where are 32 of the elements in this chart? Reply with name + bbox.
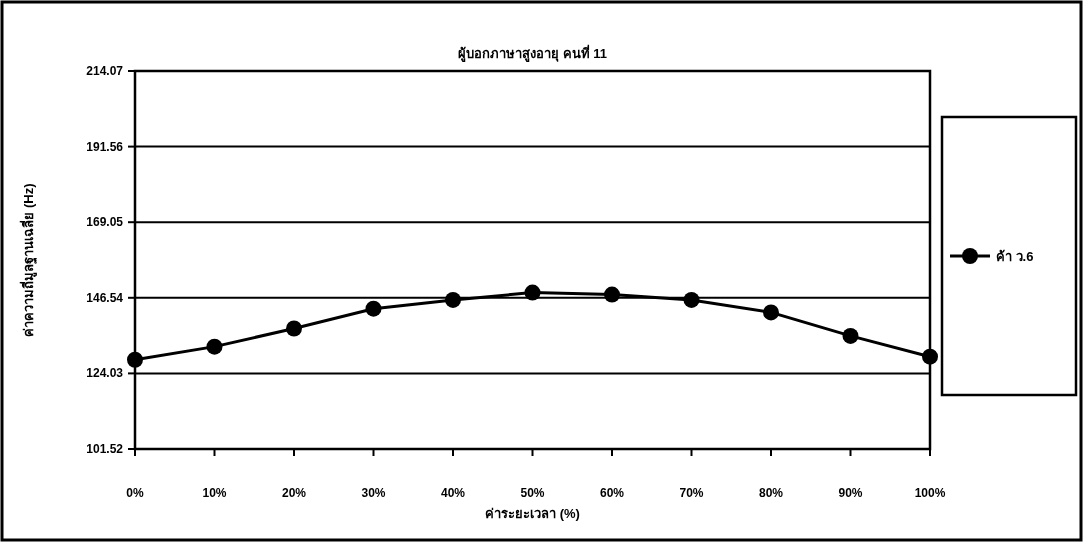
point [127, 351, 143, 368]
x-tick-label: 40% [440, 486, 466, 500]
point [683, 291, 700, 308]
x-tick-label: 10% [202, 486, 227, 500]
x-tick-label: 90% [838, 486, 863, 500]
chart-title: ผู้บอกภาษาสูงอายุ คนที่ 11 [458, 44, 607, 62]
x-tick-label: 60% [599, 486, 625, 500]
x-tick-label: 100% [914, 486, 946, 500]
x-tick-label: 20% [281, 486, 307, 500]
y-axis-title: ค่าความถี่มูลฐานเฉลี่ย (Hz) [19, 183, 38, 337]
y-tick-label: 124.03 [86, 366, 124, 381]
point [206, 338, 223, 355]
y-tick-label: 101.52 [86, 442, 124, 456]
point [604, 286, 620, 303]
legend-label: ค้า ว.6 [996, 249, 1034, 264]
point [365, 300, 382, 317]
y-tick-label: 191.56 [86, 139, 124, 154]
point [922, 348, 938, 365]
y-tick-label: 214.07 [86, 64, 124, 78]
point [524, 284, 541, 301]
x-tick-label: 70% [679, 486, 704, 500]
x-tick-label: 30% [361, 486, 386, 500]
point [763, 304, 779, 321]
x-tick-label: 80% [758, 486, 784, 500]
point [286, 320, 302, 337]
point [445, 291, 461, 308]
x-tick-label: 0% [126, 486, 144, 500]
x-tick-label: 50% [520, 486, 545, 500]
y-tick-label: 169.05 [86, 215, 124, 230]
x-axis-title: ค่าระยะเวลา (%) [485, 506, 580, 521]
point [842, 327, 859, 344]
y-tick-label: 146.54 [86, 290, 124, 305]
